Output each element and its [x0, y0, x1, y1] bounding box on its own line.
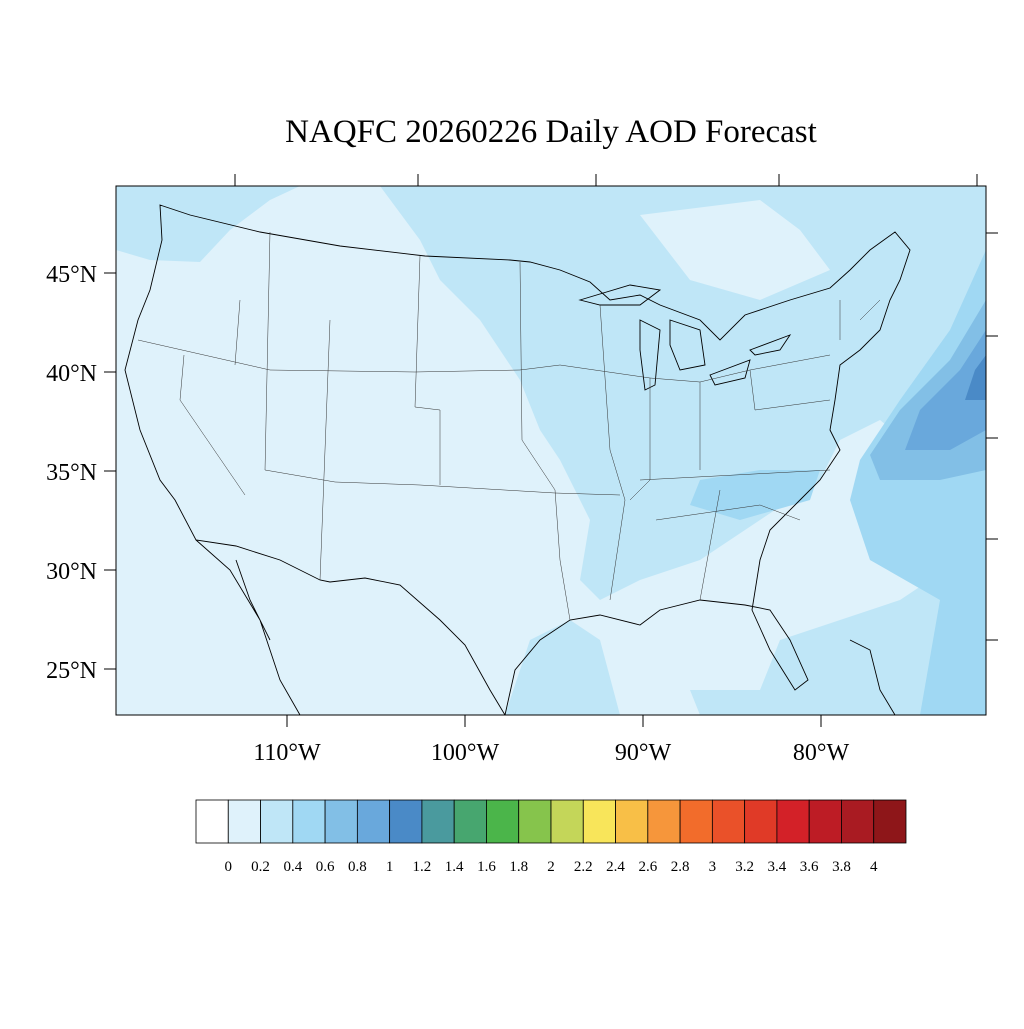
lat-label: 35°N — [46, 460, 97, 486]
field-patch — [640, 200, 830, 300]
lat-label: 40°N — [46, 361, 97, 387]
field-plume — [690, 470, 820, 520]
colorbar-swatch — [776, 799, 810, 844]
colorbar-label: 0.2 — [251, 859, 270, 875]
colorbar-swatch — [486, 799, 520, 844]
colorbar-label: 0.6 — [316, 859, 335, 875]
colorbar-label: 3.4 — [768, 859, 787, 875]
axis-labels: 45°N 40°N 35°N 30°N 25°N 110°W 100°W 90°W 80°W — [46, 262, 849, 766]
colorbar-swatch — [421, 799, 455, 844]
colorbar-swatch — [453, 799, 487, 844]
field-band — [116, 186, 300, 262]
colorbar-label: 2 — [547, 859, 555, 875]
colorbar-label: 3 — [709, 859, 717, 875]
colorbar-swatch — [873, 799, 907, 844]
colorbar-swatch — [582, 799, 616, 844]
colorbar-swatch — [195, 799, 229, 844]
colorbar-label: 2.2 — [574, 859, 593, 875]
colorbar-label: 0.8 — [348, 859, 367, 875]
colorbar-label: 1 — [386, 859, 394, 875]
colorbar-swatch — [324, 799, 358, 844]
coastline — [124, 204, 911, 715]
map-title: NAQFC 20260226 Daily AOD Forecast — [285, 114, 817, 150]
colorbar: 0 0.2 0.4 0.6 0.8 1 1.2 1.4 1.6 1.8 2 2.2 2.4 2.6 2.8 3… — [195, 799, 907, 875]
colorbar-label: 2.8 — [671, 859, 690, 875]
colorbar-swatch — [292, 799, 326, 844]
lat-label: 45°N — [46, 262, 97, 288]
aod-field — [116, 186, 986, 715]
lon-label: 110°W — [253, 740, 321, 766]
field-plume — [905, 330, 986, 450]
colorbar-swatch — [679, 799, 713, 844]
colorbar-swatch — [518, 799, 552, 844]
colorbar-label: 1.6 — [477, 859, 496, 875]
colorbar-swatch — [260, 799, 294, 844]
colorbar-label: 1.2 — [413, 859, 432, 875]
colorbar-swatch — [841, 799, 875, 844]
colorbar-swatch — [356, 799, 391, 844]
colorbar-swatch — [389, 799, 423, 844]
colorbar-label: 3.2 — [735, 859, 754, 875]
colorbar-label: 1.4 — [445, 859, 464, 875]
colorbar-swatch — [550, 799, 584, 844]
colorbar-label: 0 — [225, 859, 233, 875]
map-ticks — [104, 174, 998, 727]
lat-label: 25°N — [46, 658, 97, 684]
field-band — [380, 186, 986, 715]
field-plume — [965, 355, 986, 400]
map-frame — [115, 185, 987, 716]
state-border — [137, 231, 881, 621]
field-band — [505, 620, 620, 715]
lon-label: 100°W — [431, 740, 500, 766]
lon-label: 90°W — [615, 740, 672, 766]
coastline — [195, 539, 301, 715]
colorbar-label: 2.6 — [638, 859, 657, 875]
colorbar-swatch — [711, 799, 746, 844]
colorbar-label: 2.4 — [606, 859, 625, 875]
lon-label: 80°W — [793, 740, 850, 766]
coastline — [849, 639, 896, 715]
colorbar-swatch — [744, 799, 778, 844]
lat-label: 30°N — [46, 559, 97, 585]
colorbar-label: 3.8 — [832, 859, 851, 875]
colorbar-label: 4 — [870, 859, 878, 875]
colorbar-swatch — [615, 799, 649, 844]
colorbar-label: 0.4 — [283, 859, 302, 875]
colorbar-label: 1.8 — [509, 859, 528, 875]
colorbar-swatch — [647, 799, 681, 844]
colorbar-swatch — [227, 799, 261, 844]
colorbar-label: 3.6 — [800, 859, 819, 875]
colorbar-swatch — [808, 799, 842, 844]
